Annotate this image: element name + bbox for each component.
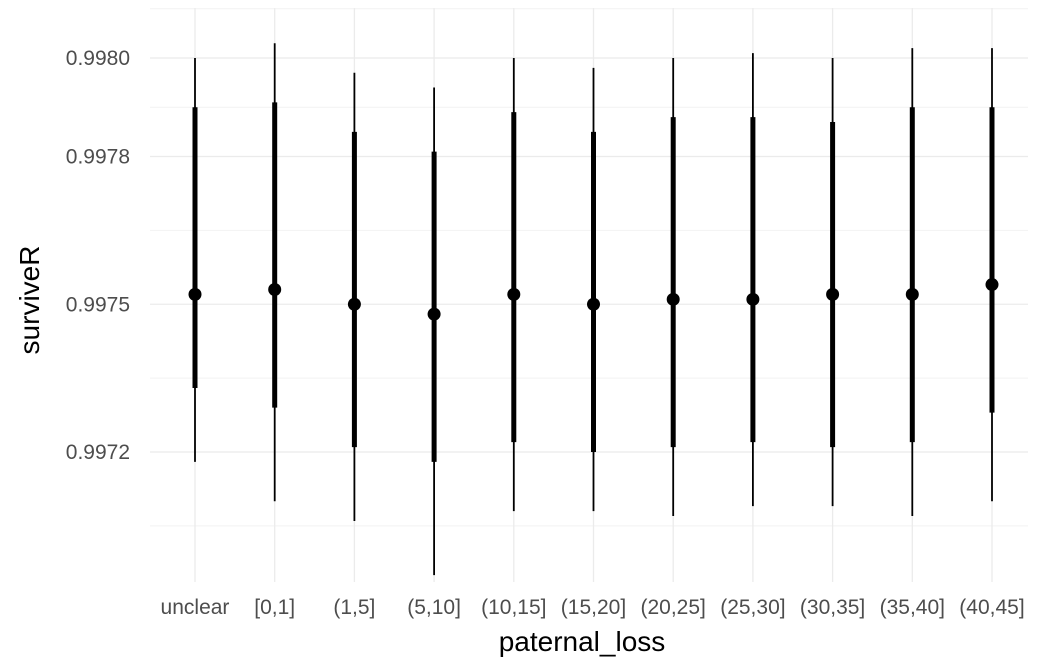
x-tick-label: (25,30] <box>720 596 785 619</box>
point-estimate <box>427 307 441 321</box>
point-estimate <box>666 292 680 306</box>
x-tick-label: (1,5] <box>333 596 375 619</box>
point-estimate <box>905 287 919 301</box>
y-tick-label: 0.9980 <box>66 47 130 70</box>
x-tick-label: (35,40] <box>880 596 945 619</box>
y-tick-label: 0.9975 <box>66 293 130 316</box>
point-estimate <box>746 292 760 306</box>
y-tick-label: 0.9972 <box>66 441 130 464</box>
point-estimate <box>268 282 282 296</box>
point-estimate <box>985 278 999 292</box>
x-tick-label: (30,35] <box>800 596 865 619</box>
x-tick-label: [0,1] <box>254 596 295 619</box>
grid-lines <box>150 8 1028 582</box>
point-estimate <box>507 287 521 301</box>
y-tick-labels: 0.9972 0.9975 0.9978 0.9980 <box>66 47 130 464</box>
point-estimate <box>826 287 840 301</box>
x-tick-label: (40,45] <box>959 596 1024 619</box>
x-tick-label: (20,25] <box>641 596 706 619</box>
point-estimate <box>188 287 202 301</box>
x-tick-label: (5,10] <box>407 596 461 619</box>
y-tick-label: 0.9978 <box>66 146 130 169</box>
y-axis-title: surviveR <box>14 246 45 355</box>
point-estimate <box>347 297 361 311</box>
x-axis-title: paternal_loss <box>499 626 666 657</box>
point-estimate <box>587 297 600 311</box>
x-tick-label: (10,15] <box>481 596 546 619</box>
x-tick-label: unclear <box>161 596 230 619</box>
x-tick-label: (15,20] <box>561 596 626 619</box>
plot-marks <box>188 43 999 576</box>
x-tick-labels: unclear [0,1] (1,5] (5,10] (10,15] (15,20] (20… <box>161 596 1025 619</box>
